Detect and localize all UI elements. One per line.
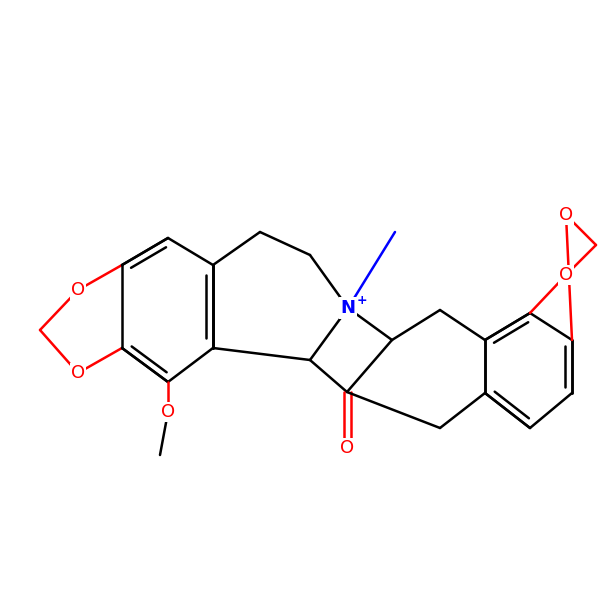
Text: +: + xyxy=(356,293,367,307)
Text: N: N xyxy=(341,299,355,317)
Text: O: O xyxy=(71,281,85,299)
Text: O: O xyxy=(161,403,175,421)
Text: O: O xyxy=(559,206,573,224)
Text: O: O xyxy=(559,266,573,284)
Text: O: O xyxy=(340,439,354,457)
Text: O: O xyxy=(71,364,85,382)
